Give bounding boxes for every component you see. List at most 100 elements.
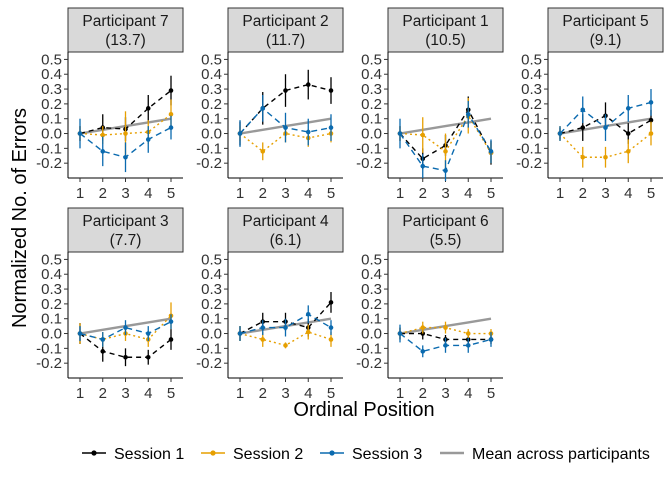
panel-title: Participant 4 (242, 213, 329, 230)
y-tick-label: 0.4 (201, 66, 222, 83)
data-point (283, 125, 288, 130)
y-tick-label: 0.3 (201, 281, 222, 298)
data-point (397, 331, 403, 336)
data-point (328, 300, 334, 305)
x-tick-label: 5 (487, 185, 495, 202)
data-point (260, 325, 266, 330)
y-tick-label: -0.2 (36, 155, 62, 172)
data-point (100, 337, 106, 342)
panel-title: Participant 7 (82, 13, 168, 30)
data-point (625, 149, 631, 154)
data-point (77, 331, 83, 336)
panel-title: Participant 2 (242, 13, 328, 30)
y-tick-label: 0.0 (361, 326, 382, 343)
series-line (239, 313, 332, 335)
y-tick-label: -0.2 (356, 155, 382, 172)
data-point (260, 106, 266, 111)
x-tick-label: 1 (236, 385, 244, 402)
y-tick-label: 0.0 (201, 126, 222, 143)
series-session-3 (397, 324, 494, 358)
panel-strip (547, 7, 664, 53)
series-session-3 (397, 100, 494, 181)
panel-title: Participant 5 (562, 13, 648, 30)
y-tick-label: 0.5 (361, 51, 382, 68)
x-tick-label: 1 (236, 185, 244, 202)
data-point (283, 343, 288, 348)
legend-label: Mean across participants (472, 446, 650, 463)
y-tick-label: 0.2 (361, 96, 382, 113)
panel-7: Participant 6 (5.5) 0.50.40.30.20.10.0-0.1… (356, 207, 504, 402)
panel-subtitle: (11.7) (266, 32, 305, 49)
legend-label: Session 1 (114, 446, 184, 463)
x-tick-label: 3 (121, 385, 129, 402)
series-session-3 (237, 94, 334, 147)
mean-line (399, 117, 492, 135)
panel-6: Participant 4 (6.1) 0.50.40.30.20.10.0-0.1… (196, 207, 344, 402)
y-tick-label: 0.3 (41, 81, 62, 98)
panel-4: Participant 5 (9.1) 0.50.40.30.20.10.0-0.1… (516, 7, 664, 202)
y-tick-label: 0.2 (201, 296, 222, 313)
data-point (145, 137, 151, 142)
x-tick-label: 4 (624, 185, 632, 202)
y-tick-label: 0.1 (361, 311, 382, 328)
x-tick-label: 5 (327, 185, 335, 202)
y-tick-label: -0.2 (196, 155, 222, 172)
x-tick-label: 4 (304, 185, 312, 202)
y-tick-label: 0.3 (201, 81, 222, 98)
x-tick-label: 2 (259, 185, 267, 202)
data-point (305, 329, 311, 335)
data-point (123, 154, 128, 160)
panel-title: Participant 3 (82, 213, 168, 230)
legend: Session 1 Session 2 Session 3 Mean across p… (82, 446, 650, 463)
y-tick-label: 0.5 (521, 51, 542, 68)
legend-item-mean-across-participants: Mean across participants (440, 446, 650, 463)
y-tick-label: -0.1 (36, 340, 62, 357)
x-tick-label: 4 (464, 385, 472, 402)
y-axis-title: Normalized No. of Errors (9, 108, 31, 328)
data-point (237, 331, 243, 336)
data-point (420, 349, 426, 354)
data-point (580, 107, 586, 113)
data-point (465, 331, 471, 336)
panel-subtitle: (9.1) (590, 32, 622, 49)
panel-title: Participant 6 (402, 213, 488, 230)
y-tick-label: 0.1 (201, 111, 222, 128)
data-point (443, 149, 448, 154)
data-point (283, 88, 288, 93)
y-tick-label: 0.5 (361, 251, 382, 268)
legend-key-point (91, 450, 97, 456)
y-tick-label: 0.5 (41, 51, 62, 68)
series-line (79, 321, 172, 341)
panel-strip (67, 207, 184, 253)
data-point (625, 106, 631, 111)
data-point (648, 117, 654, 123)
data-point (168, 111, 174, 117)
data-point (168, 125, 174, 130)
series-line (79, 332, 172, 358)
x-tick-label: 5 (487, 385, 495, 402)
y-tick-label: 0.3 (361, 81, 382, 98)
x-tick-label: 3 (441, 385, 449, 402)
data-point (237, 131, 243, 136)
data-point (488, 149, 494, 154)
data-point (100, 149, 106, 154)
y-tick-label: -0.2 (36, 355, 62, 372)
series-session-3 (237, 305, 334, 341)
data-point (625, 131, 631, 136)
data-point (123, 354, 128, 360)
x-tick-label: 3 (281, 185, 289, 202)
data-point (260, 149, 266, 154)
data-point (465, 343, 471, 348)
y-tick-label: 0.2 (41, 296, 62, 313)
panel-subtitle: (10.5) (425, 32, 466, 49)
y-tick-label: 0.3 (41, 281, 62, 298)
x-tick-label: 3 (441, 185, 449, 202)
series-session-2 (557, 121, 654, 168)
x-tick-label: 1 (396, 185, 404, 202)
y-tick-label: 0.1 (41, 111, 62, 128)
x-tick-label: 4 (144, 385, 152, 402)
data-point (603, 125, 608, 130)
data-point (123, 131, 128, 136)
data-point (168, 88, 174, 93)
